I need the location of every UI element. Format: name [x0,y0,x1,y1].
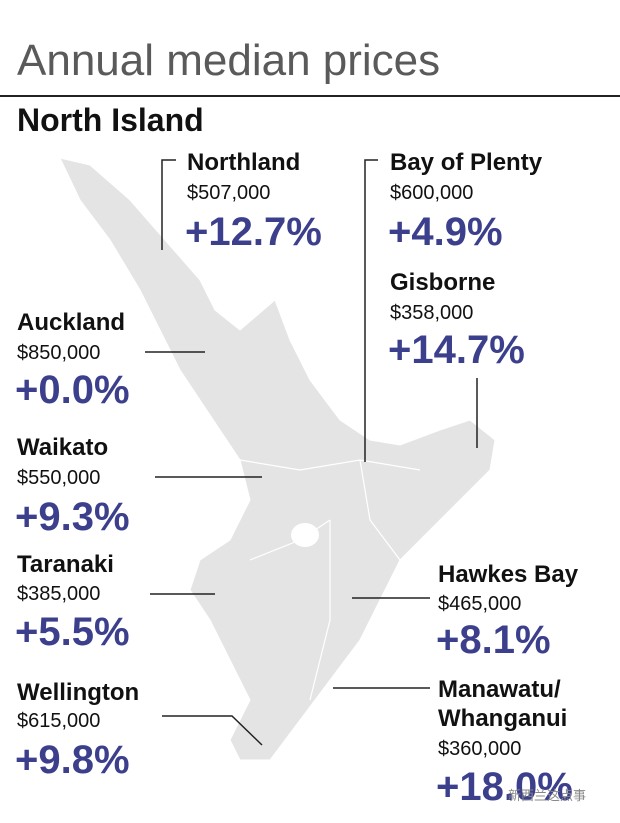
region-name: Wellington [17,679,139,706]
region-change: +18.0% [436,765,573,809]
region-change: +14.7% [388,328,525,372]
region-hawkes-bay: Hawkes Bay $465,000 +8.1% [436,561,579,662]
region-price: $507,000 [187,182,270,204]
leader-lines [145,159,478,746]
region-name: Auckland [17,309,125,336]
north-island-map [59,157,496,761]
region-change: +4.9% [388,210,503,254]
region-name: Gisborne [390,269,495,296]
region-name: Bay of Plenty [390,149,543,176]
region-change: +0.0% [15,368,130,412]
region-northland: Northland $507,000 +12.7% [185,149,322,254]
region-price: $360,000 [438,738,521,760]
region-price: $850,000 [17,342,100,364]
region-name: Northland [187,149,300,176]
region-taranaki: Taranaki $385,000 +5.5% [15,551,130,654]
region-gisborne: Gisborne $358,000 +14.7% [388,269,525,372]
watermark: 新西兰这点事 [508,788,586,803]
region-price: $358,000 [390,302,473,324]
region-name: Whanganui [438,705,567,732]
region-bay-of-plenty: Bay of Plenty $600,000 +4.9% [388,149,543,254]
region-auckland: Auckland $850,000 +0.0% [15,309,130,412]
title: Annual median prices [17,36,440,85]
subtitle: North Island [17,102,204,138]
region-name: Waikato [17,434,108,461]
region-price: $615,000 [17,710,100,732]
region-wellington: Wellington $615,000 +9.8% [15,679,139,782]
lake-taupo [291,523,319,547]
region-change: +8.1% [436,618,551,662]
region-price: $385,000 [17,583,100,605]
region-waikato: Waikato $550,000 +9.3% [15,434,130,539]
region-price: $550,000 [17,467,100,489]
region-price: $600,000 [390,182,473,204]
region-name: Hawkes Bay [438,561,579,588]
region-change: +9.3% [15,495,130,539]
region-price: $465,000 [438,593,521,615]
region-change: +5.5% [15,610,130,654]
region-change: +9.8% [15,738,130,782]
region-manawatu-whanganui: Manawatu/ Whanganui $360,000 +18.0% [436,676,573,809]
region-name: Taranaki [17,551,114,578]
region-name: Manawatu/ [438,676,561,703]
region-change: +12.7% [185,210,322,254]
